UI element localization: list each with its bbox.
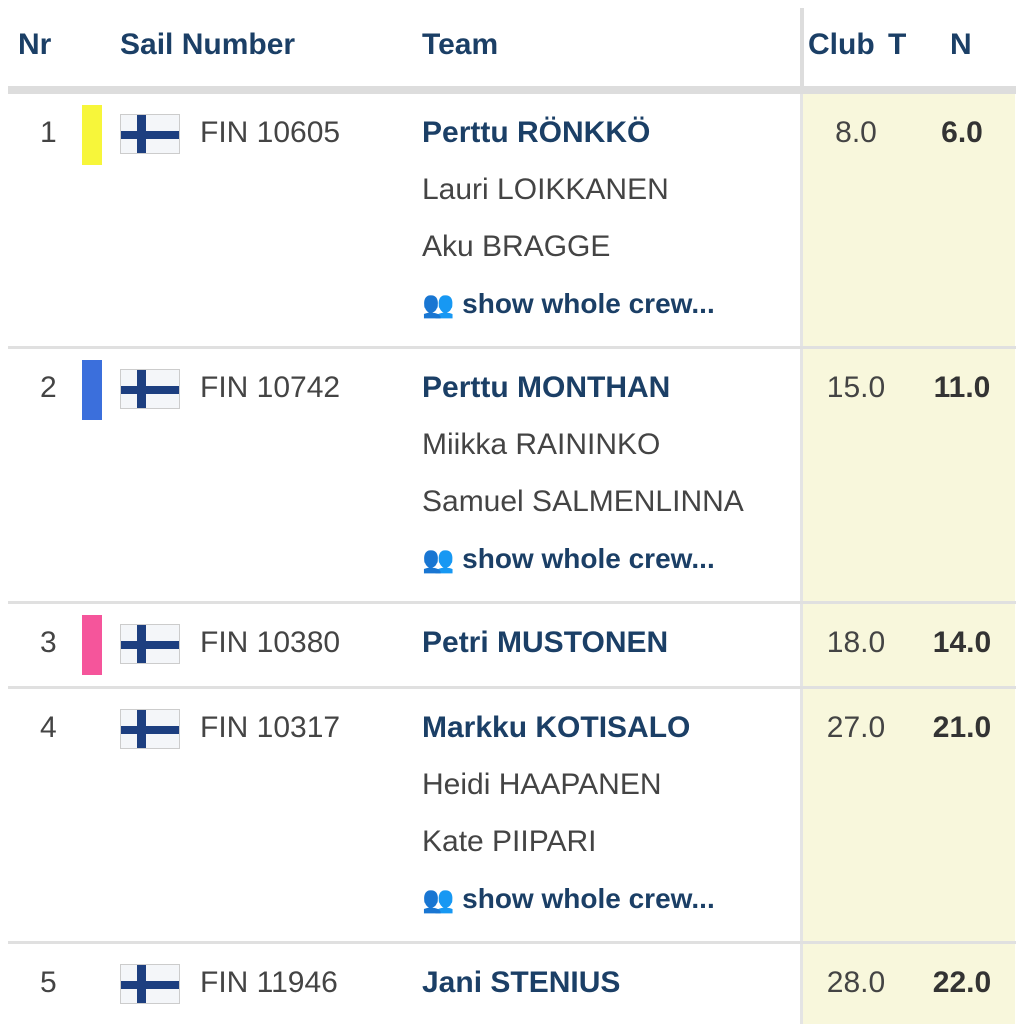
- group-color-bar: [82, 615, 102, 675]
- users-icon: 👥: [422, 884, 455, 914]
- group-color-bar: [82, 105, 102, 165]
- finland-flag-icon: [120, 369, 180, 409]
- show-crew-link[interactable]: 👥 show whole crew...: [422, 870, 715, 928]
- crew-member: Samuel SALMENLINNA: [422, 485, 744, 518]
- score-column-bg: [802, 94, 1015, 1024]
- rank: 3: [40, 626, 57, 659]
- total-points: 8.0: [835, 116, 877, 149]
- team-cell: Jani STENIUS: [422, 954, 620, 1011]
- skipper-name[interactable]: Perttu RÖNKKÖ: [422, 116, 651, 149]
- crew-member: Aku BRAGGE: [422, 230, 611, 263]
- rank: 4: [40, 711, 57, 744]
- crew-member: Lauri LOIKKANEN: [422, 173, 669, 206]
- header-nr[interactable]: Nr: [18, 28, 52, 61]
- header-total[interactable]: T: [888, 28, 907, 61]
- finland-flag-icon: [120, 624, 180, 664]
- show-crew-label: show whole crew...: [462, 883, 715, 914]
- skipper-name[interactable]: Markku KOTISALO: [422, 711, 691, 744]
- table-header: Nr Sail Number Team Club T N: [0, 0, 1024, 88]
- row-divider: [8, 686, 1016, 689]
- show-crew-label: show whole crew...: [462, 543, 715, 574]
- show-crew-link[interactable]: 👥 show whole crew...: [422, 530, 744, 588]
- team-cell: Markku KOTISALO Heidi HAAPANEN Kate PIIPAR…: [422, 699, 715, 928]
- finland-flag-icon: [120, 709, 180, 749]
- sail-number: FIN 10605: [200, 116, 341, 149]
- rank: 1: [40, 116, 57, 149]
- sail-number: FIN 10380: [200, 626, 341, 659]
- finland-flag-icon: [120, 964, 180, 1004]
- skipper-name[interactable]: Jani STENIUS: [422, 966, 621, 999]
- rank: 5: [40, 966, 57, 999]
- sail-number: FIN 10317: [200, 711, 341, 744]
- net-points: 14.0: [932, 626, 992, 659]
- rank: 2: [40, 371, 57, 404]
- users-icon: 👥: [422, 544, 455, 574]
- finland-flag-icon: [120, 114, 180, 154]
- net-points: 6.0: [941, 116, 983, 149]
- skipper-name[interactable]: Perttu MONTHAN: [422, 371, 671, 404]
- team-cell: Perttu MONTHAN Miikka RAININKO Samuel SALM…: [422, 359, 744, 588]
- header-sail-number[interactable]: Sail Number: [120, 28, 296, 61]
- team-cell: Petri MUSTONEN: [422, 614, 668, 671]
- sail-number: FIN 10742: [200, 371, 341, 404]
- net-points: 11.0: [933, 371, 991, 404]
- row-divider: [8, 346, 1016, 349]
- users-icon: 👥: [422, 289, 455, 319]
- team-cell: Perttu RÖNKKÖ Lauri LOIKKANEN Aku BRAGGE 👥 …: [422, 104, 715, 333]
- sail-number: FIN 11946: [200, 966, 338, 999]
- header-net[interactable]: N: [950, 28, 972, 61]
- score-divider: [800, 94, 803, 1024]
- group-color-bar: [82, 360, 102, 420]
- row-divider: [8, 601, 1016, 604]
- net-points: 21.0: [932, 711, 992, 744]
- column-divider: [800, 8, 804, 88]
- header-team[interactable]: Team: [422, 28, 499, 61]
- header-divider: [8, 86, 1016, 94]
- total-points: 15.0: [826, 371, 886, 404]
- net-points: 22.0: [932, 966, 992, 999]
- crew-member: Miikka RAININKO: [422, 428, 661, 461]
- skipper-name[interactable]: Petri MUSTONEN: [422, 626, 669, 659]
- header-club[interactable]: Club: [808, 28, 875, 61]
- total-points: 18.0: [826, 626, 886, 659]
- show-crew-link[interactable]: 👥 show whole crew...: [422, 275, 715, 333]
- total-points: 27.0: [826, 711, 886, 744]
- crew-member: Heidi HAAPANEN: [422, 768, 662, 801]
- total-points: 28.0: [826, 966, 886, 999]
- show-crew-label: show whole crew...: [462, 288, 715, 319]
- crew-member: Kate PIIPARI: [422, 825, 597, 858]
- row-divider: [8, 941, 1016, 944]
